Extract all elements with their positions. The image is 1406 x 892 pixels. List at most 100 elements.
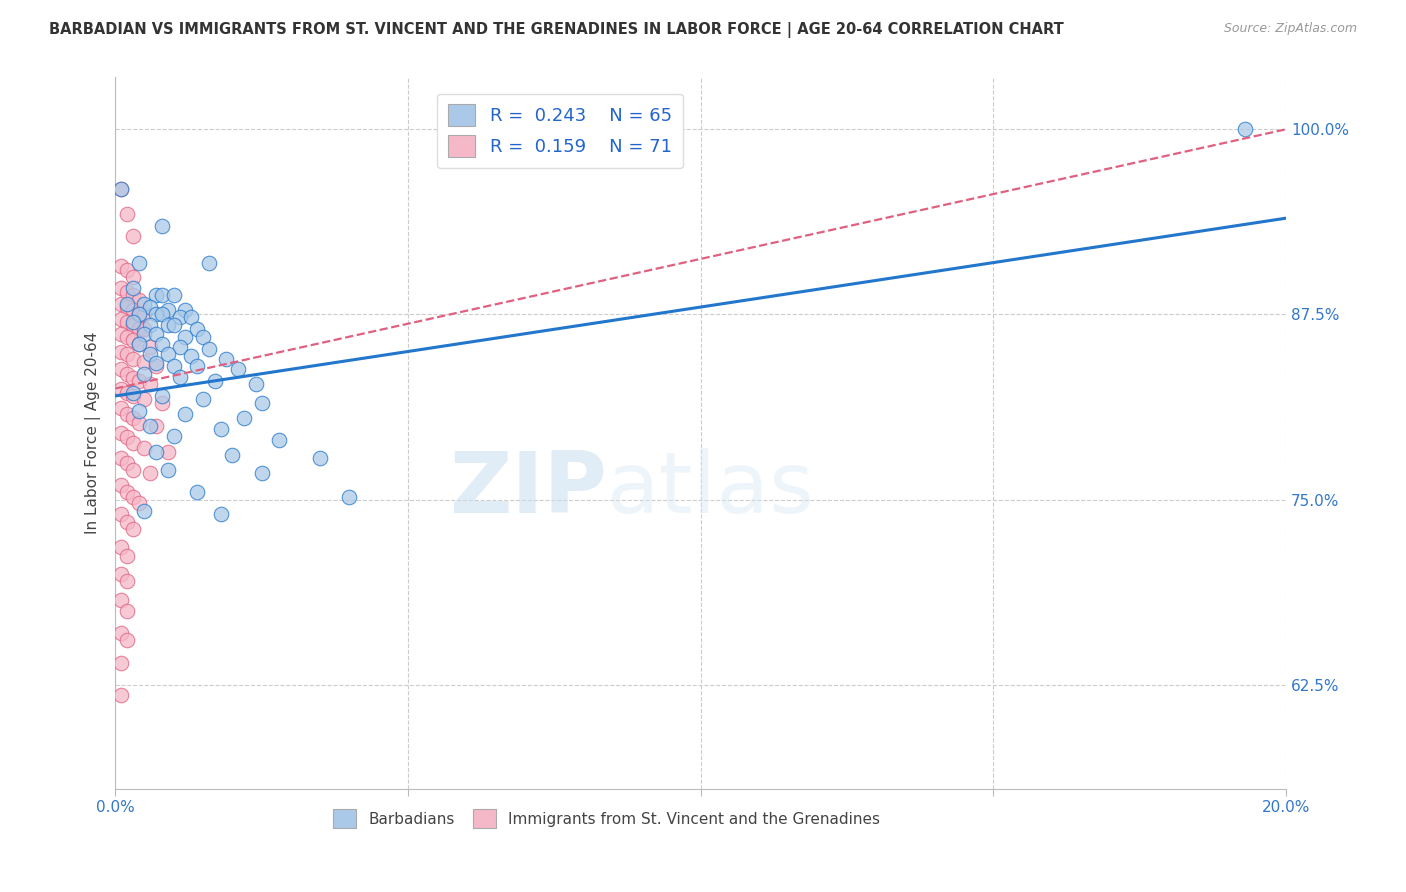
Point [169,310,191,325]
Point [121,389,143,403]
Point [128,322,150,336]
Point [115,347,138,361]
Point [110,344,132,359]
Point [110,326,132,341]
Point [128,337,150,351]
Point [128,495,150,509]
Point [156,445,179,459]
Point [110,688,132,702]
Point [115,633,138,648]
Point [1233,122,1256,136]
Point [128,293,150,307]
Point [145,359,167,374]
Point [139,347,162,361]
Point [121,318,143,332]
Point [150,288,173,302]
Point [191,329,214,343]
Point [145,326,167,341]
Point [134,308,156,322]
Point [110,181,132,195]
Point [121,463,143,477]
Text: Source: ZipAtlas.com: Source: ZipAtlas.com [1223,22,1357,36]
Point [110,312,132,326]
Point [110,401,132,415]
Point [121,303,143,318]
Point [115,407,138,421]
Point [110,478,132,492]
Point [139,466,162,480]
Point [150,396,173,410]
Point [204,374,226,388]
Point [156,318,179,332]
Point [145,356,167,370]
Point [156,303,179,318]
Point [163,429,186,443]
Point [110,508,132,522]
Point [156,463,179,477]
Point [250,466,273,480]
Text: ZIP: ZIP [449,449,607,532]
Point [209,421,232,435]
Point [134,367,156,381]
Point [150,308,173,322]
Point [128,374,150,388]
Point [134,441,156,455]
Point [169,340,191,354]
Point [110,382,132,396]
Point [121,270,143,285]
Point [150,337,173,351]
Point [121,490,143,504]
Point [110,181,132,195]
Legend: Barbadians, Immigrants from St. Vincent and the Grenadines: Barbadians, Immigrants from St. Vincent … [328,804,887,834]
Point [121,288,143,302]
Point [110,281,132,295]
Point [110,656,132,670]
Point [115,515,138,529]
Point [115,315,138,329]
Point [115,430,138,444]
Point [121,351,143,366]
Point [186,359,208,374]
Point [121,315,143,329]
Point [128,337,150,351]
Point [115,367,138,381]
Point [110,566,132,581]
Point [180,349,202,363]
Point [180,310,202,325]
Point [163,318,186,332]
Point [128,403,150,417]
Point [174,329,197,343]
Point [145,288,167,302]
Point [115,456,138,470]
Point [115,386,138,401]
Point [115,549,138,563]
Point [269,434,291,448]
Point [115,485,138,500]
Point [110,451,132,466]
Point [110,425,132,440]
Point [110,540,132,554]
Point [150,219,173,233]
Y-axis label: In Labor Force | Age 20-64: In Labor Force | Age 20-64 [86,332,101,534]
Point [186,485,208,500]
Point [139,418,162,433]
Point [121,333,143,347]
Point [209,508,232,522]
Point [198,255,221,269]
Text: BARBADIAN VS IMMIGRANTS FROM ST. VINCENT AND THE GRENADINES IN LABOR FORCE | AGE: BARBADIAN VS IMMIGRANTS FROM ST. VINCENT… [49,22,1064,38]
Point [128,416,150,430]
Point [174,407,197,421]
Point [245,377,267,392]
Point [128,308,150,322]
Point [309,451,332,466]
Text: atlas: atlas [607,449,815,532]
Point [174,303,197,318]
Point [110,259,132,273]
Point [121,229,143,244]
Point [134,504,156,518]
Point [110,297,132,311]
Point [121,436,143,450]
Point [121,522,143,536]
Point [163,359,186,374]
Point [145,308,167,322]
